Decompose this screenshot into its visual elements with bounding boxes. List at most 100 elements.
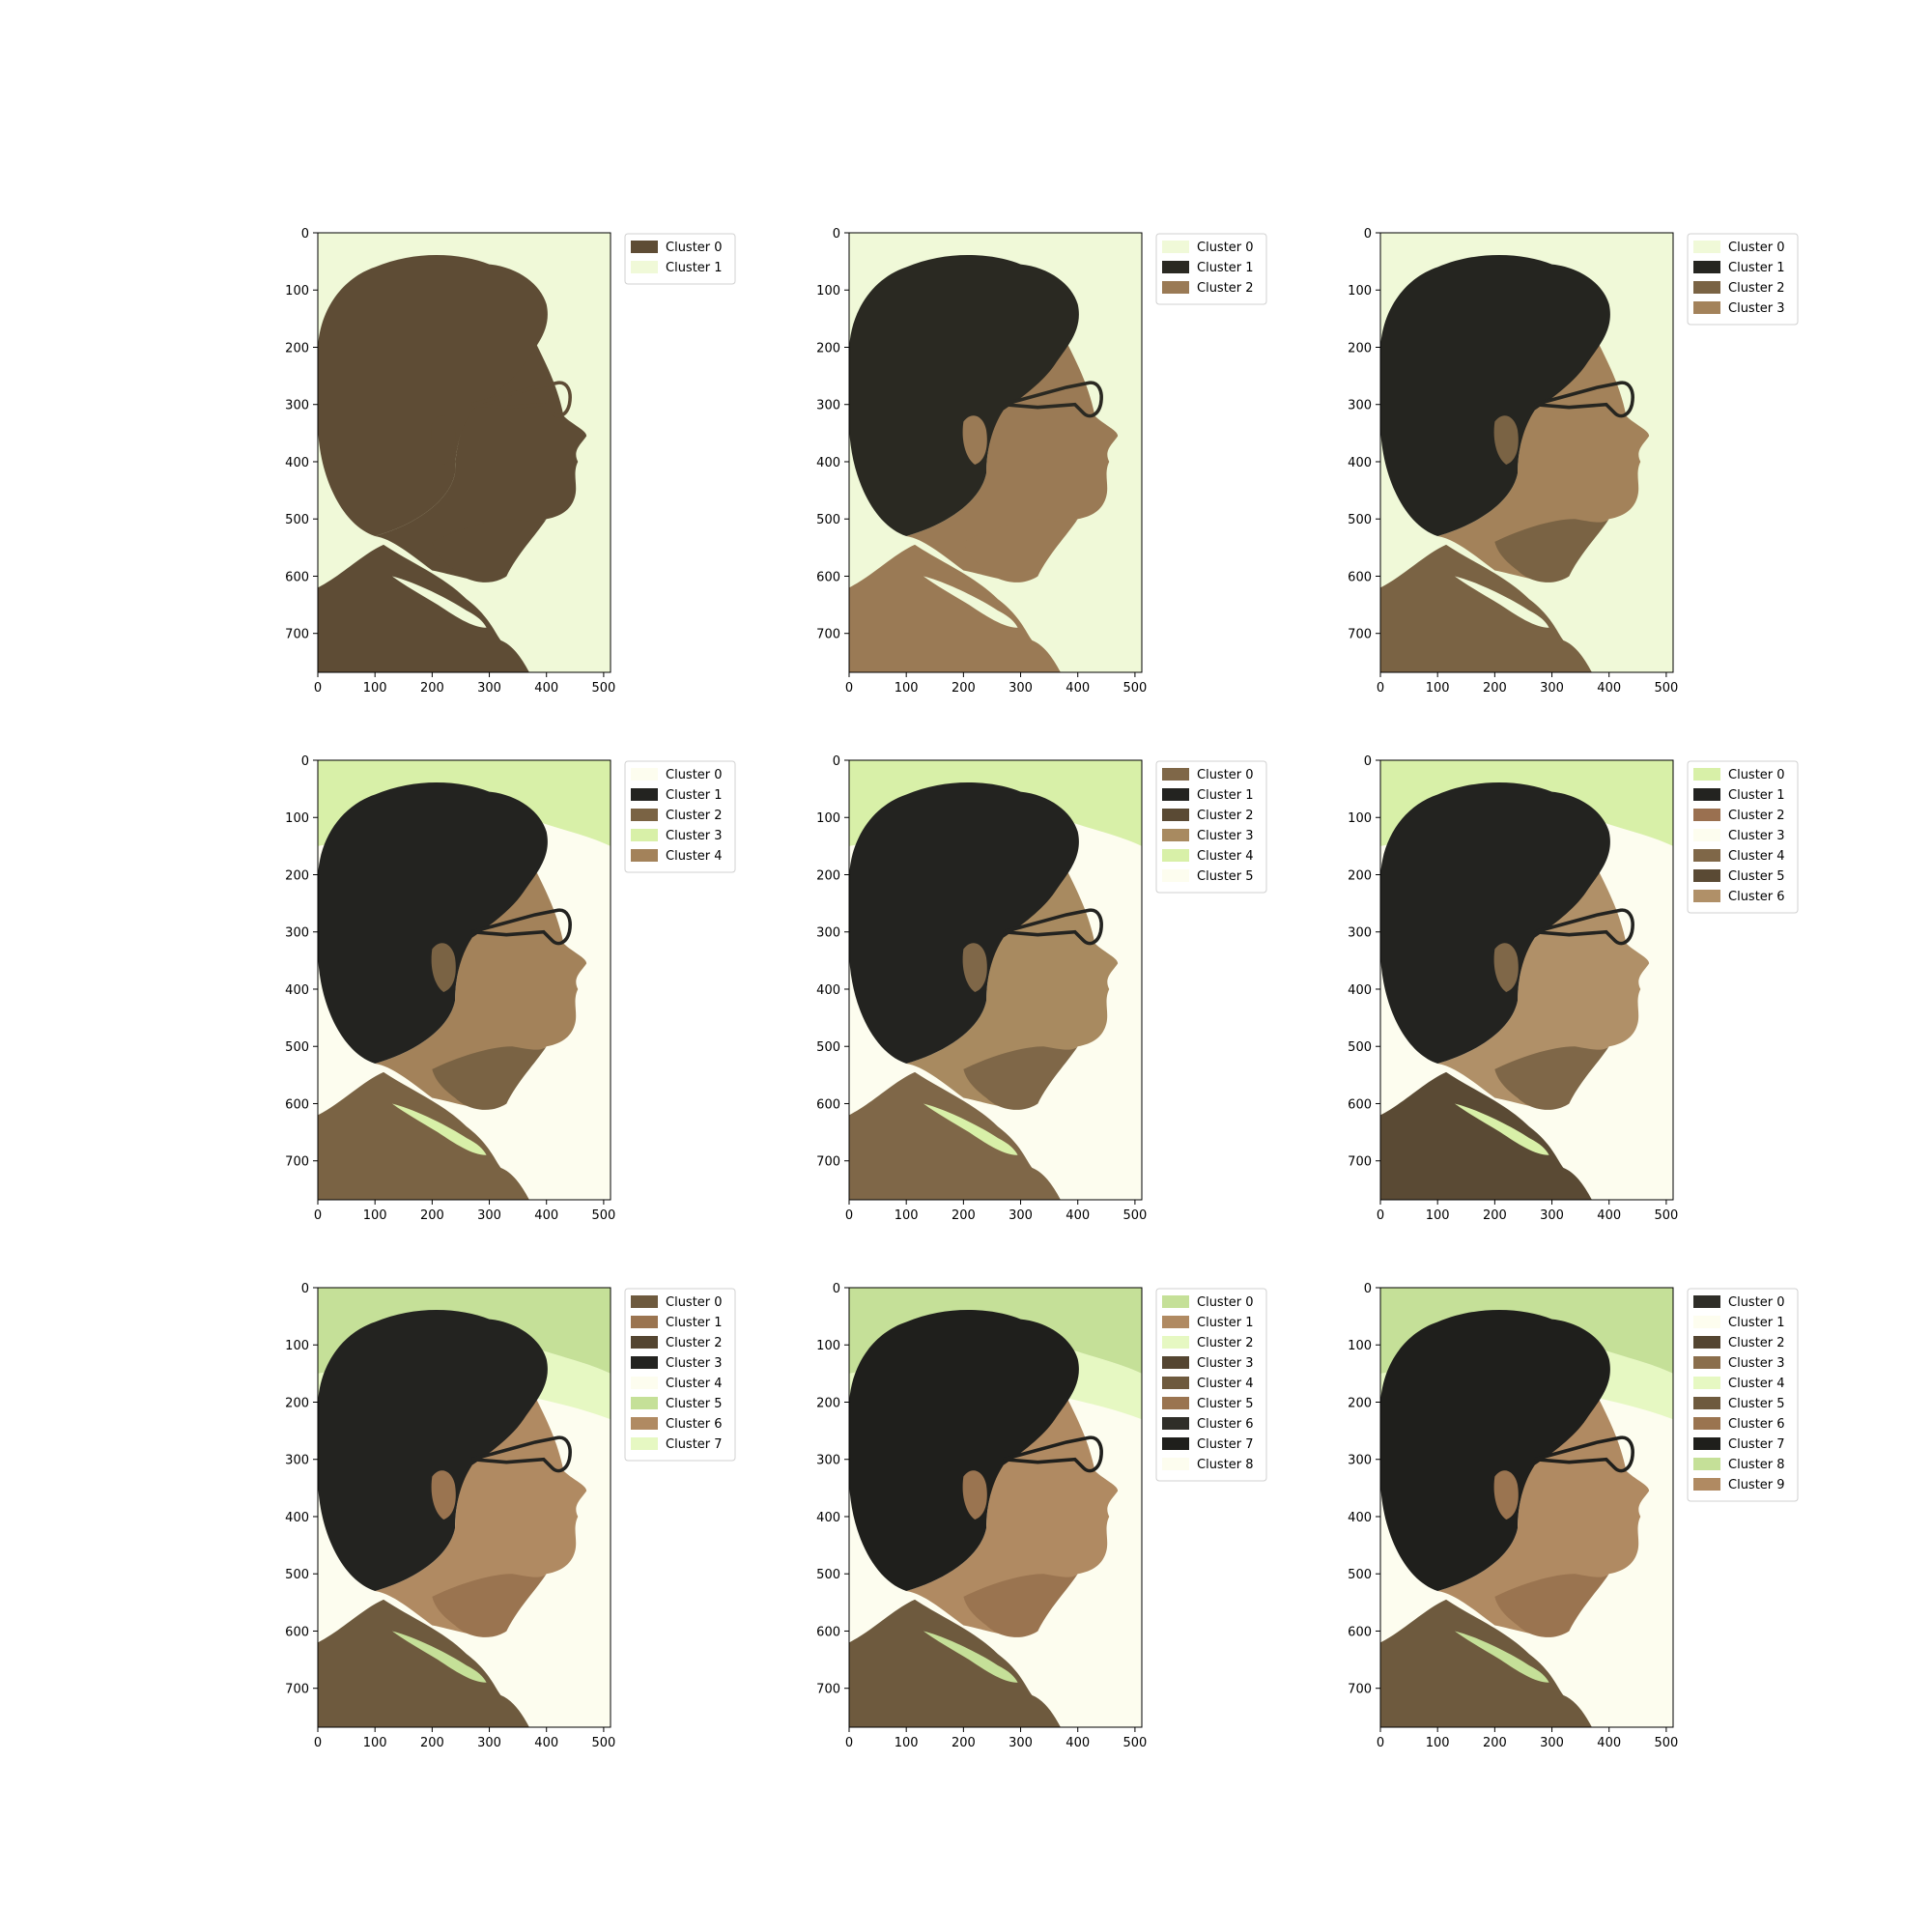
legend-swatch (1162, 768, 1189, 781)
legend-label: Cluster 6 (1197, 1417, 1254, 1432)
x-tick-label: 0 (845, 681, 853, 696)
legend-label: Cluster 4 (666, 1377, 723, 1391)
segment-glasses (1003, 381, 1103, 418)
legend-swatch (1162, 1295, 1189, 1308)
y-tick-label: 400 (285, 1511, 309, 1525)
y-tick-label: 300 (816, 399, 840, 413)
axes-frame (848, 1287, 1143, 1728)
subplot-7: 0 100 200 300 400 500 0 100 200 300 400 500 600 700 Cl… (816, 1282, 1267, 1750)
segment-ear (1493, 415, 1519, 465)
legend-swatch (1162, 1417, 1189, 1430)
legend-swatch (1693, 829, 1720, 841)
y-tick-label: 200 (285, 868, 309, 883)
x-tick-label: 400 (1597, 681, 1621, 696)
y-tick-label: 400 (285, 983, 309, 998)
legend-label: Cluster 1 (1728, 1316, 1785, 1330)
x-tick-label: 100 (1426, 681, 1450, 696)
legend-swatch (1693, 1458, 1720, 1470)
y-tick-label: 100 (1348, 284, 1372, 298)
legend-label: Cluster 7 (1728, 1437, 1785, 1452)
subplot-8: 0 100 200 300 400 500 0 100 200 300 400 500 600 700 Cl… (1348, 1282, 1799, 1750)
y-tick-label: 100 (285, 811, 309, 826)
legend-swatch (631, 768, 658, 781)
y-tick-label: 100 (816, 284, 840, 298)
x-tick-label: 200 (1483, 681, 1507, 696)
x-tick-label: 100 (1426, 1208, 1450, 1223)
segment-hair (1380, 781, 1610, 1064)
y-tick-label: 0 (1364, 1282, 1372, 1296)
legend-swatch (631, 1417, 658, 1430)
legend: Cluster 0 Cluster 1 Cluster 2 Cluster 3 Clus… (624, 1288, 736, 1462)
y-tick-label: 600 (1348, 570, 1372, 584)
y-tick-label: 0 (301, 1282, 309, 1296)
y-tick-label: 200 (816, 341, 840, 355)
legend-swatch (1693, 1397, 1720, 1409)
legend-label: Cluster 5 (1197, 1397, 1254, 1411)
legend-swatch (1693, 1437, 1720, 1450)
y-tick-label: 200 (1348, 341, 1372, 355)
axes-frame (317, 759, 611, 1201)
y-tick-label: 500 (285, 1568, 309, 1582)
legend-label: Cluster 4 (1728, 1377, 1785, 1391)
legend-label: Cluster 2 (1197, 1336, 1254, 1350)
x-tick-label: 400 (1065, 1736, 1090, 1750)
legend-label: Cluster 0 (666, 241, 723, 255)
x-tick-label: 400 (534, 1736, 558, 1750)
y-tick-label: 600 (816, 1625, 840, 1639)
legend-label: Cluster 7 (666, 1437, 723, 1452)
y-tick-label: 300 (285, 1454, 309, 1468)
legend-label: Cluster 1 (1197, 1316, 1254, 1330)
segment-collar (923, 1103, 1018, 1155)
segment-hair (849, 254, 1079, 536)
x-tick-label: 300 (1540, 1208, 1564, 1223)
x-tick-label: 300 (1540, 1736, 1564, 1750)
segment-skin-shadow (432, 1574, 547, 1637)
segment-jacket (849, 1071, 1061, 1200)
segment-jacket (318, 1071, 529, 1200)
legend-label: Cluster 3 (1197, 829, 1254, 843)
y-tick-label: 500 (1348, 1568, 1372, 1582)
segment-skin (1437, 1396, 1650, 1636)
x-tick-label: 100 (895, 1208, 919, 1223)
legend-swatch (1693, 768, 1720, 781)
x-tick-label: 400 (1065, 681, 1090, 696)
segment-skin (375, 1396, 587, 1636)
y-tick-label: 200 (285, 1396, 309, 1410)
y-tick-label: 700 (285, 628, 309, 642)
legend-label: Cluster 3 (1197, 1356, 1254, 1371)
subplot-5: 0 100 200 300 400 500 0 100 200 300 400 500 600 700 Cl… (1348, 754, 1799, 1223)
y-tick-label: 300 (1348, 1454, 1372, 1468)
x-tick-label: 500 (1122, 1736, 1147, 1750)
legend-label: Cluster 2 (1197, 281, 1254, 296)
axes-frame (317, 232, 611, 673)
legend-label: Cluster 1 (1728, 788, 1785, 803)
segment-jacket (1380, 1071, 1592, 1200)
segment-skin-shadow (1494, 1574, 1609, 1637)
segment-hair (1380, 1309, 1610, 1591)
cluster-image-6 (318, 1288, 611, 1727)
legend-label: Cluster 3 (1728, 1356, 1785, 1371)
legend-swatch (631, 1356, 658, 1369)
x-tick-label: 200 (420, 681, 444, 696)
legend-swatch (631, 1336, 658, 1349)
legend-label: Cluster 0 (1197, 768, 1254, 782)
y-tick-label: 700 (1348, 1683, 1372, 1697)
y-tick-label: 600 (816, 570, 840, 584)
legend-label: Cluster 3 (1728, 829, 1785, 843)
x-tick-label: 400 (534, 1208, 558, 1223)
segment-skin-shadow (432, 519, 547, 582)
y-tick-label: 200 (816, 1396, 840, 1410)
x-tick-label: 500 (1654, 1208, 1678, 1223)
y-tick-label: 300 (285, 399, 309, 413)
x-tick-label: 0 (314, 681, 322, 696)
y-tick-label: 600 (1348, 1097, 1372, 1112)
x-tick-label: 200 (420, 1736, 444, 1750)
y-tick-label: 400 (1348, 1511, 1372, 1525)
legend-swatch (1162, 849, 1189, 862)
y-tick-label: 400 (285, 456, 309, 470)
segment-skin-shadow (963, 519, 1078, 582)
x-tick-label: 500 (591, 1208, 615, 1223)
legend-swatch (1693, 261, 1720, 273)
y-tick-label: 300 (285, 926, 309, 941)
legend-swatch (631, 1377, 658, 1389)
